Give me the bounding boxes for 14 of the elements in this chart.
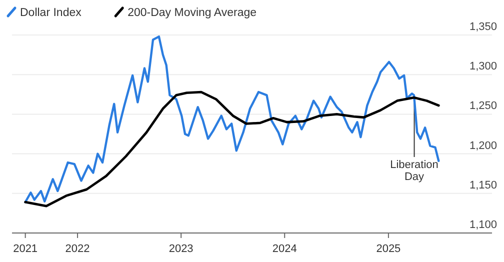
y-tick-label: 1,100 — [469, 219, 497, 231]
annotation: Liberation Day — [390, 159, 438, 183]
x-tick-label: 2022 — [65, 243, 90, 255]
y-tick-label: 1,250 — [469, 100, 497, 112]
legend-label: 200-Day Moving Average — [128, 7, 257, 19]
y-tick-label: 1,150 — [469, 179, 497, 192]
y-tick-label: 1,300 — [469, 60, 497, 73]
x-tick-label: 2021 — [13, 243, 38, 255]
legend-label: Dollar Index — [20, 7, 82, 19]
x-tick-label: 2023 — [168, 243, 194, 255]
y-tick-label: 1,200 — [469, 140, 497, 152]
x-tick-label: 2025 — [376, 243, 401, 255]
y-tick-label: 1,350 — [469, 21, 497, 33]
x-tick-label: 2024 — [272, 243, 297, 255]
